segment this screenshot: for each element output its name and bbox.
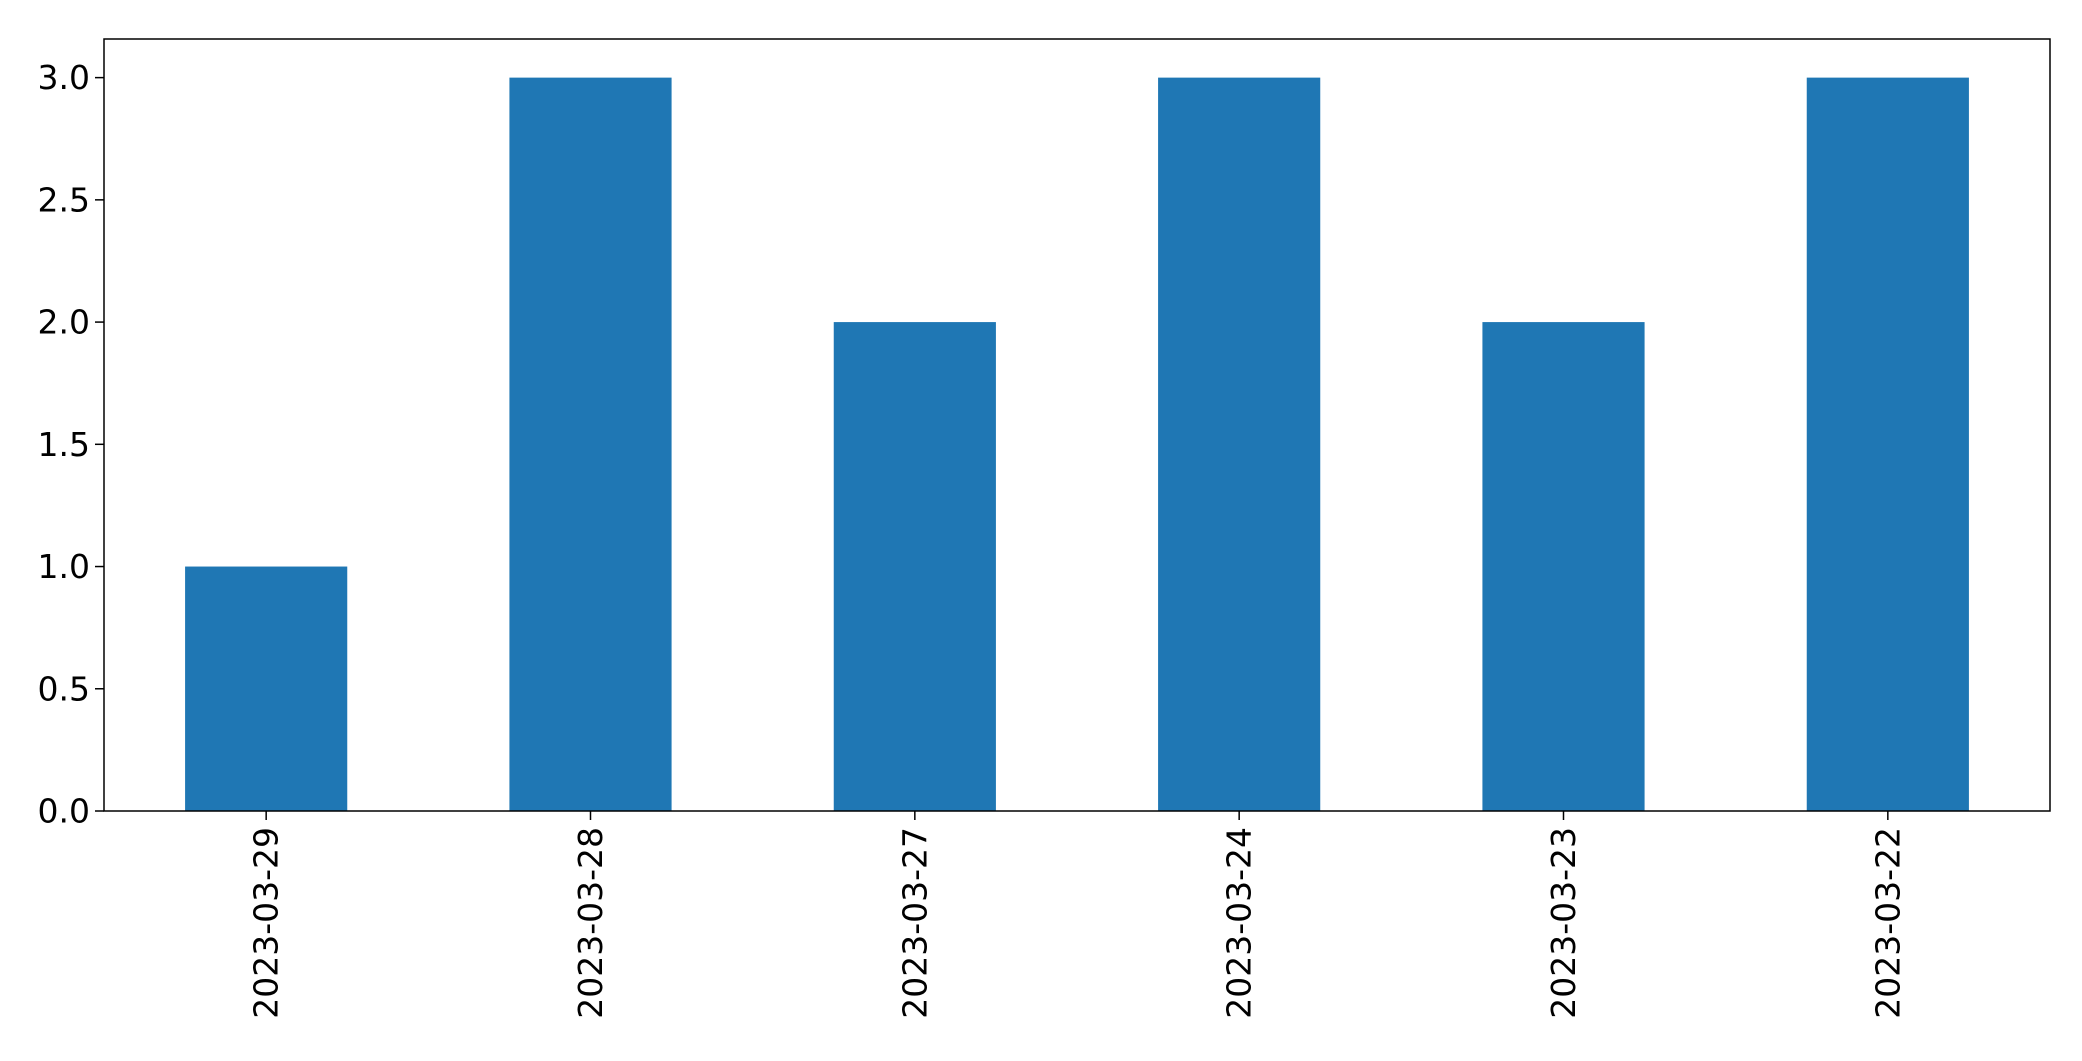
x-tick-label-2023-03-28: 2023-03-28 [571, 827, 610, 1019]
x-axis: 2023-03-29 2023-03-28 2023-03-27 2023-03-24… [247, 811, 1907, 1019]
plot-frame [103, 38, 2051, 812]
x-tick-label-2023-03-29: 2023-03-29 [247, 827, 286, 1019]
x-tick-label-2023-03-23: 2023-03-23 [1544, 827, 1583, 1019]
x-tick-label-2023-03-22: 2023-03-22 [1868, 827, 1907, 1019]
y-tick-label: 1.0 [38, 547, 90, 586]
y-tick-label: 0.5 [38, 669, 90, 708]
y-tick-label: 2.5 [38, 180, 90, 219]
bar-2023-03-29 [185, 566, 348, 811]
y-tick-label: 1.5 [38, 425, 90, 464]
y-tick-label: 0.0 [38, 792, 90, 831]
bars [185, 77, 1969, 811]
bar-2023-03-23 [1482, 322, 1645, 811]
x-tick-label-2023-03-27: 2023-03-27 [895, 827, 934, 1019]
bar-2023-03-24 [1158, 77, 1321, 811]
y-tick-label: 2.0 [38, 303, 90, 342]
bar-2023-03-22 [1806, 77, 1969, 811]
y-axis: 0.0 0.5 1.0 1.5 2.0 2.5 3.0 [38, 58, 104, 831]
bar-2023-03-28 [509, 77, 672, 811]
y-tick-label: 3.0 [38, 58, 90, 97]
x-tick-label-2023-03-24: 2023-03-24 [1220, 827, 1259, 1019]
bar-2023-03-27 [833, 322, 996, 811]
